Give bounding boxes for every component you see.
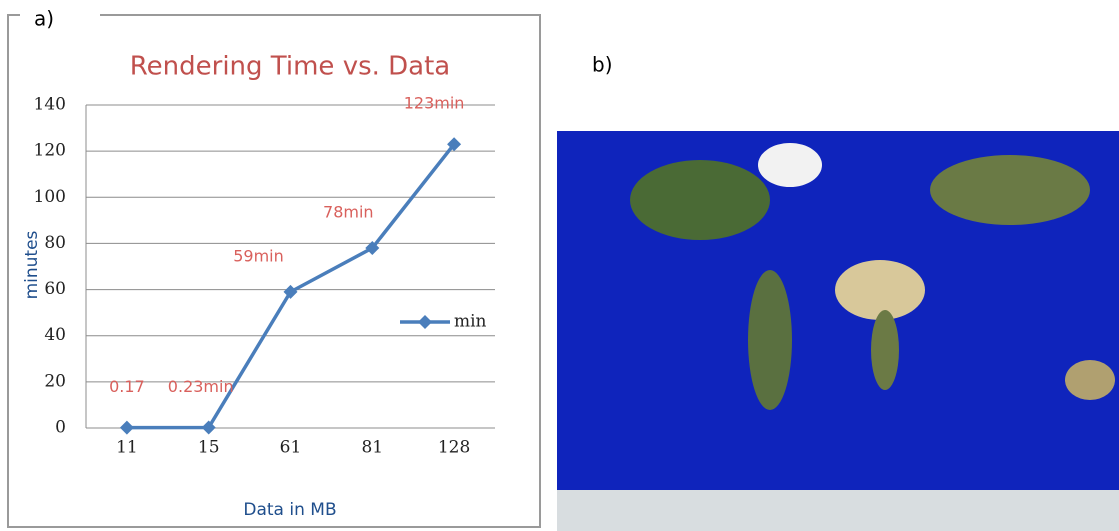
frame-gap xyxy=(20,4,100,28)
antarctica xyxy=(557,490,1119,531)
land xyxy=(748,270,792,410)
marker xyxy=(365,241,380,256)
marker xyxy=(119,420,134,435)
y-tick-label: 120 xyxy=(34,141,66,161)
map-image xyxy=(557,131,1119,531)
y-tick-label: 40 xyxy=(44,325,66,345)
x-axis-label: Data in MB xyxy=(243,500,336,520)
marker xyxy=(201,420,216,435)
panel-label: b) xyxy=(592,53,613,77)
land xyxy=(871,310,899,390)
marker xyxy=(283,284,298,299)
land xyxy=(930,155,1090,225)
value-label: 0.23min xyxy=(168,377,234,396)
value-label: 59min xyxy=(233,246,284,265)
chart-frame xyxy=(7,14,541,528)
x-tick-label: 11 xyxy=(116,438,138,458)
y-tick-label: 60 xyxy=(44,279,66,299)
y-tick-label: 100 xyxy=(34,187,66,207)
y-tick-label: 0 xyxy=(55,418,66,438)
y-tick-label: 80 xyxy=(44,233,66,253)
land xyxy=(835,260,925,320)
y-tick-label: 140 xyxy=(34,95,66,115)
legend-marker xyxy=(418,315,432,329)
panel-label: a) xyxy=(34,7,54,31)
x-tick-label: 15 xyxy=(198,438,220,458)
x-tick-label: 81 xyxy=(361,438,383,458)
land xyxy=(758,143,822,187)
x-tick-label: 128 xyxy=(438,438,470,458)
y-axis-label: minutes xyxy=(22,230,42,299)
value-label: 123min xyxy=(404,94,465,113)
land xyxy=(630,160,770,240)
value-label: 0.17 xyxy=(109,377,145,396)
y-tick-label: 20 xyxy=(44,371,66,391)
marker xyxy=(447,137,462,152)
land xyxy=(1065,360,1115,400)
value-label: 78min xyxy=(323,203,374,222)
legend-label: min xyxy=(454,312,487,332)
x-tick-label: 61 xyxy=(280,438,302,458)
chart-title: Rendering Time vs. Data xyxy=(130,52,450,82)
